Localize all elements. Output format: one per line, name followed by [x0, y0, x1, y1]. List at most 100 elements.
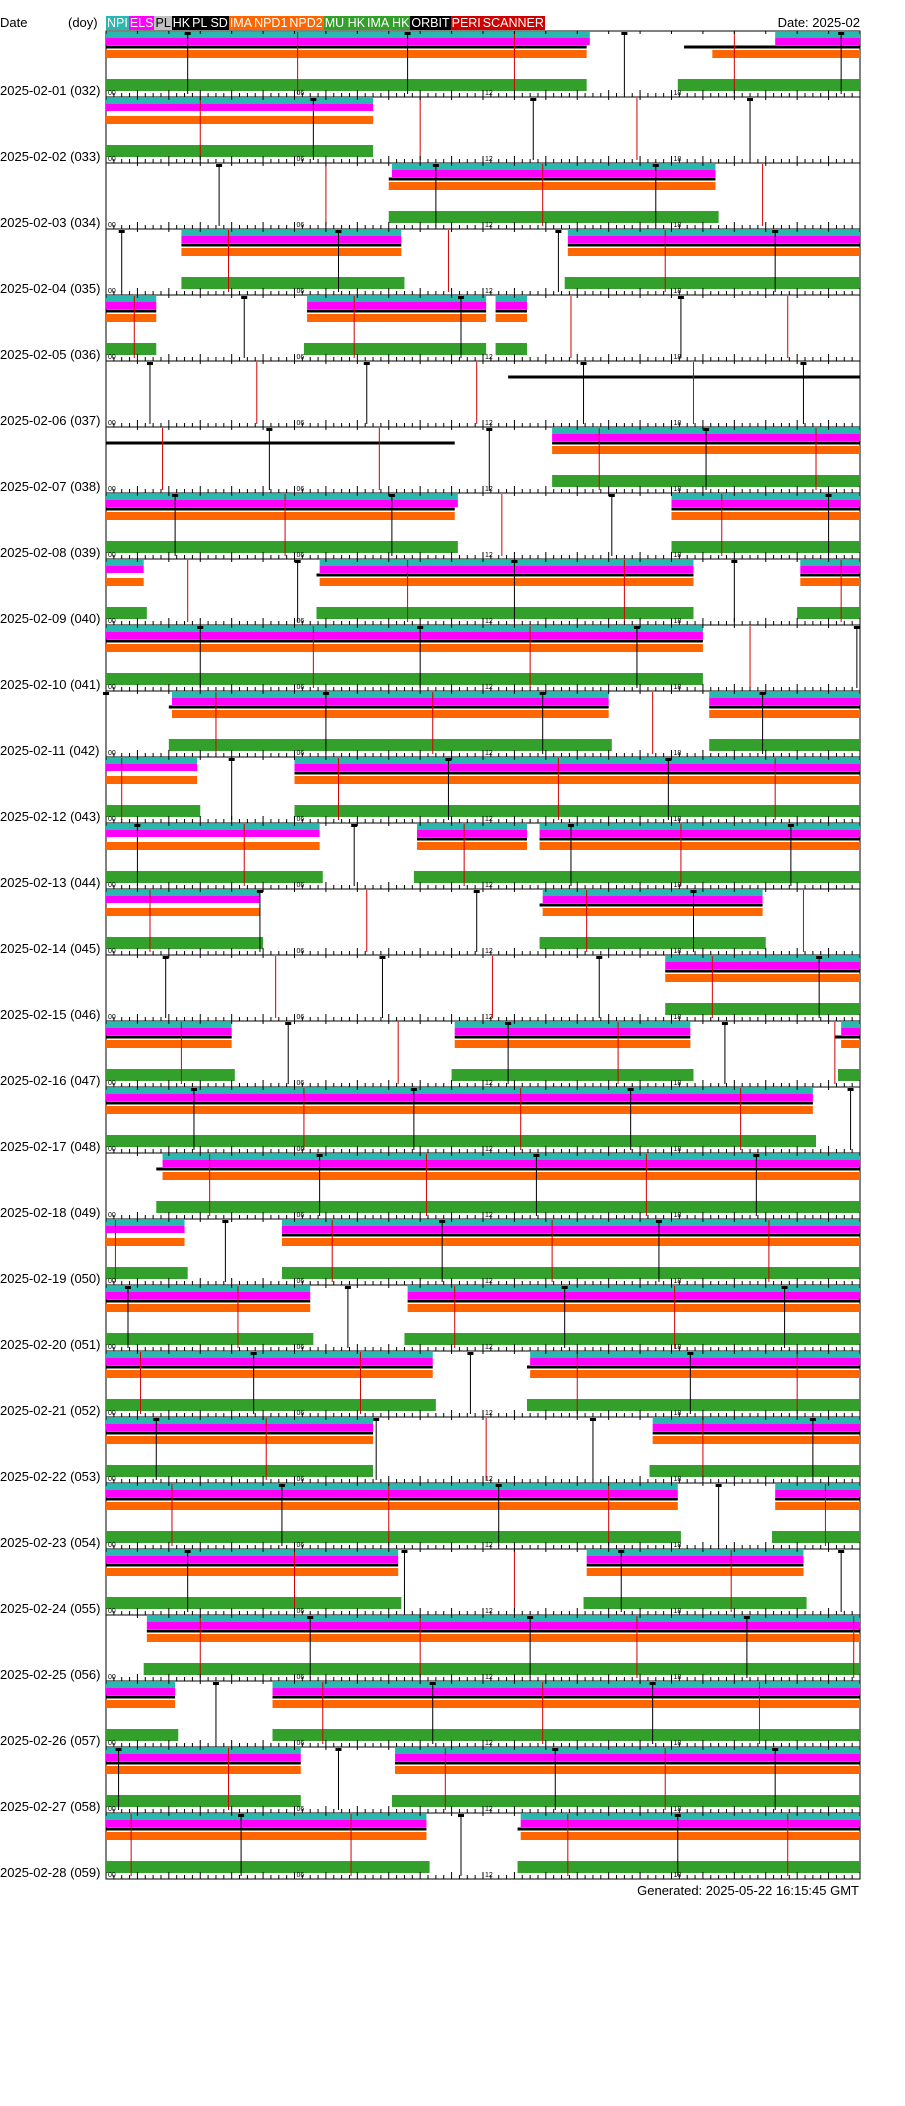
x-tick-label: 00 — [108, 882, 116, 889]
orbit-marker — [278, 1484, 285, 1487]
x-tick-label: 00 — [108, 1806, 116, 1813]
legend-item-ima: IMA — [228, 16, 254, 30]
day-label: 2025-02-23 (054) — [0, 1535, 100, 1550]
hk-bar — [106, 79, 587, 91]
npi-bar — [281, 1220, 860, 1226]
x-tick-label: 06 — [297, 948, 305, 955]
els-bar — [106, 1028, 232, 1035]
orbit-marker — [335, 1748, 342, 1751]
ima-bar — [106, 1040, 232, 1048]
x-tick-label: 00 — [108, 1872, 116, 1879]
npi-bar — [106, 1550, 399, 1556]
x-tick-label: 12 — [485, 618, 493, 625]
day-label: 2025-02-14 (045) — [0, 941, 100, 956]
orbit-marker — [627, 1088, 634, 1091]
x-tick-label: 00 — [108, 1542, 116, 1549]
x-tick-label: 12 — [485, 354, 493, 361]
npi-bar — [106, 32, 590, 38]
x-tick-label: 00 — [108, 354, 116, 361]
orbit-marker — [800, 362, 807, 365]
day-row: 00 06 12 18 2025-02-05 (036) — [0, 294, 861, 362]
x-tick-label: 12 — [485, 948, 493, 955]
orbit-marker — [294, 560, 301, 563]
x-tick-label: 12 — [485, 90, 493, 97]
x-tick-label: 12 — [485, 156, 493, 163]
legend-item-orbit: ORBIT — [410, 16, 451, 30]
orbit-marker — [388, 494, 395, 497]
hk-bar — [106, 343, 157, 355]
x-tick-label: 12 — [485, 222, 493, 229]
els-bar — [272, 1688, 861, 1695]
orbit-marker — [316, 1154, 323, 1157]
npi-bar — [106, 890, 260, 896]
x-tick-label: 18 — [674, 1146, 682, 1153]
orbit-marker — [429, 1682, 436, 1685]
x-tick-label: 12 — [485, 1146, 493, 1153]
x-tick-label: 18 — [674, 1740, 682, 1747]
x-tick-label: 12 — [485, 552, 493, 559]
x-tick-label: 12 — [485, 1344, 493, 1351]
hk-bar — [156, 1201, 860, 1213]
els-bar — [181, 236, 402, 243]
orbit-marker — [410, 1088, 417, 1091]
els-bar — [281, 1226, 860, 1233]
els-bar — [106, 500, 458, 507]
npi-bar — [454, 1022, 691, 1028]
orbit-marker — [458, 296, 465, 299]
generated-timestamp: Generated: 2025-05-22 16:15:45 GMT — [637, 1883, 859, 1898]
x-tick-label: 00 — [108, 156, 116, 163]
npi-bar — [307, 296, 487, 302]
npi-bar — [800, 560, 860, 566]
legend-item-peri: PERI — [450, 16, 482, 30]
orbit-marker — [772, 230, 779, 233]
els-bar — [106, 1754, 301, 1761]
x-tick-label: 18 — [674, 552, 682, 559]
x-tick-label: 06 — [297, 618, 305, 625]
orbit-marker — [533, 1154, 540, 1157]
x-tick-label: 06 — [297, 1212, 305, 1219]
day-row: 00 06 12 18 2025-02-17 (048) — [0, 1086, 861, 1154]
hk-bar — [181, 277, 405, 289]
orbit-marker — [787, 824, 794, 827]
orbit-marker — [373, 1418, 380, 1421]
els-bar — [106, 104, 374, 111]
orbit-marker — [115, 1748, 122, 1751]
day-row: 00 06 12 18 2025-02-26 (057) — [0, 1680, 861, 1748]
x-tick-label: 06 — [297, 1146, 305, 1153]
x-tick-label: 06 — [297, 882, 305, 889]
day-label: 2025-02-12 (043) — [0, 809, 100, 824]
els-bar — [391, 170, 716, 177]
day-row: 00 06 12 18 2025-02-28 (059) — [0, 1812, 861, 1880]
day-row: 00 06 12 18 2025-02-01 (032) — [0, 30, 861, 98]
ima-bar — [106, 512, 455, 520]
hk-bar — [451, 1069, 694, 1081]
orbit-marker — [580, 362, 587, 365]
npi-bar — [146, 1616, 860, 1622]
x-tick-label: 12 — [485, 1674, 493, 1681]
x-tick-label: 06 — [297, 90, 305, 97]
x-tick-label: 12 — [485, 288, 493, 295]
ima-bar — [539, 842, 860, 850]
orbit-marker — [222, 1220, 229, 1223]
x-tick-label: 12 — [485, 486, 493, 493]
day-label: 2025-02-16 (047) — [0, 1073, 100, 1088]
els-bar — [520, 1820, 860, 1827]
npi-bar — [106, 296, 157, 302]
ima-bar — [294, 776, 860, 784]
orbit-marker — [853, 626, 860, 629]
orbit-marker — [703, 428, 710, 431]
x-tick-label: 00 — [108, 1146, 116, 1153]
x-tick-label: 12 — [485, 1212, 493, 1219]
hk-bar — [303, 343, 487, 355]
orbit-marker — [310, 98, 317, 101]
x-tick-label: 06 — [297, 1542, 305, 1549]
ima-bar — [106, 50, 587, 58]
x-tick-label: 00 — [108, 1476, 116, 1483]
orbit-marker — [162, 956, 169, 959]
hk-bar — [404, 1333, 860, 1345]
x-tick-label: 00 — [108, 1080, 116, 1087]
els-bar — [307, 302, 487, 309]
x-tick-label: 12 — [485, 1476, 493, 1483]
day-label: 2025-02-24 (055) — [0, 1601, 100, 1616]
